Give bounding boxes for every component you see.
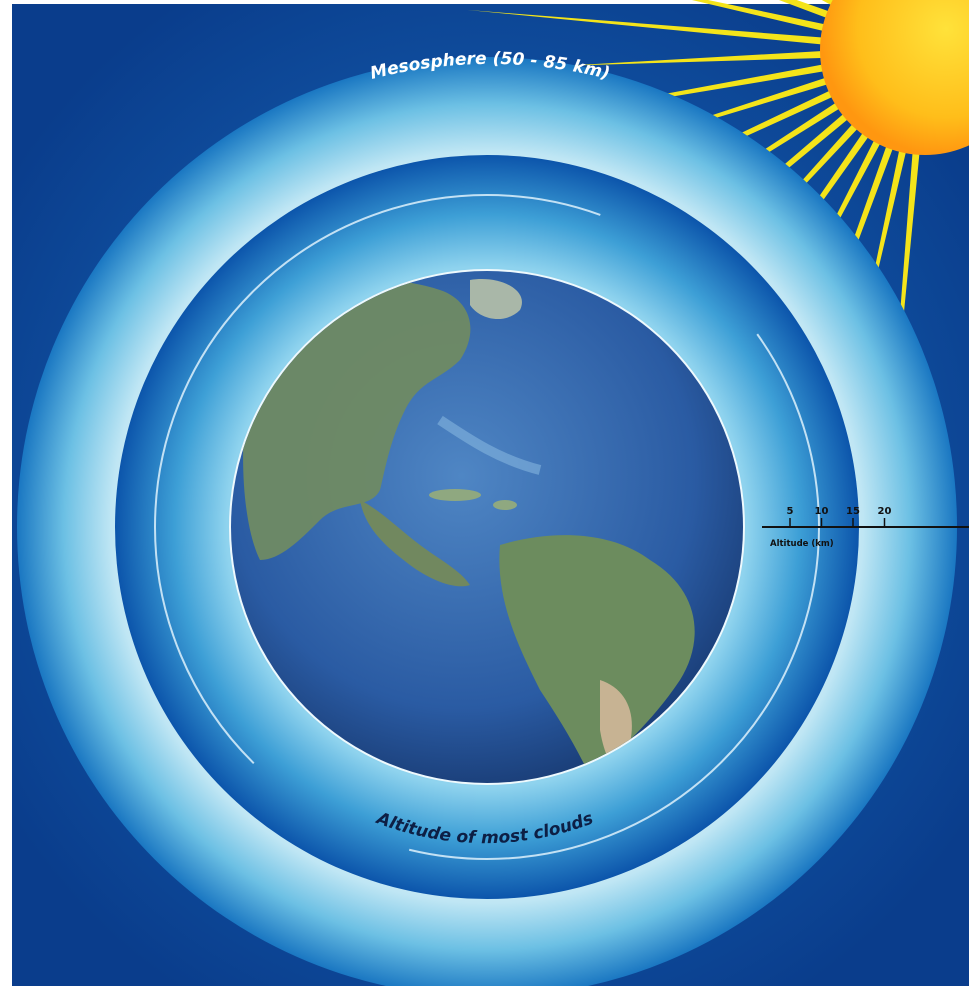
altitude-tick-label: 20 — [878, 506, 892, 517]
sun-ray — [565, 50, 826, 66]
altitude-scale-caption: Altitude (km) — [770, 539, 834, 549]
sun-ray — [691, 0, 829, 32]
altitude-tick-label: 10 — [815, 506, 829, 517]
altitude-tick-label: 15 — [846, 506, 860, 517]
earth-globe-icon — [229, 269, 745, 785]
altitude-tick-label: 5 — [787, 506, 794, 517]
sun-ray — [778, 0, 833, 20]
altitude-scale: 5 10 15 20 Altitude (km) — [762, 506, 969, 549]
sun-ray — [466, 9, 826, 45]
sun-icon — [820, 0, 969, 155]
